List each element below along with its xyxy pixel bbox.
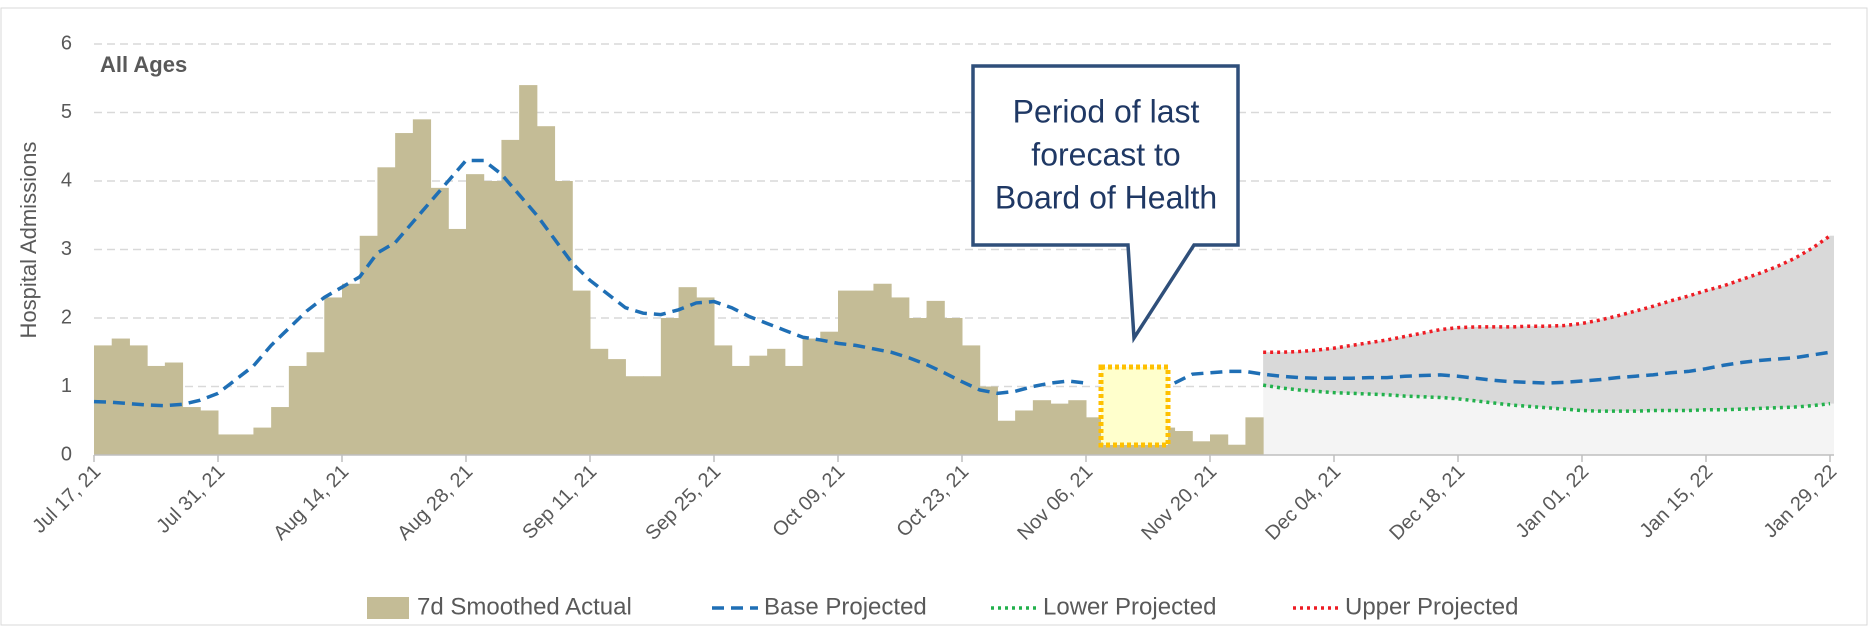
annotation-text: Period of last — [1013, 93, 1200, 129]
bar — [926, 300, 945, 455]
bar — [625, 376, 644, 455]
bar — [1050, 403, 1069, 455]
bar — [342, 283, 361, 455]
projection-band — [1263, 235, 1834, 412]
x-tick-label: Jul 17, 21 — [28, 461, 105, 538]
bar — [111, 338, 130, 455]
bar — [164, 362, 184, 455]
highlight-box — [1098, 364, 1171, 448]
x-tick-label: Oct 23, 21 — [892, 461, 973, 542]
bar — [235, 434, 254, 455]
bar — [838, 290, 857, 455]
bar — [643, 376, 662, 455]
bar — [1015, 410, 1034, 455]
bar — [802, 338, 821, 455]
y-tick-label: 0 — [61, 443, 72, 465]
bar — [1174, 431, 1193, 455]
bar — [678, 287, 697, 455]
x-tick-label: Jan 01, 22 — [1512, 461, 1594, 543]
bar — [696, 297, 715, 455]
subtitle: All Ages — [100, 52, 187, 77]
y-tick-label: 4 — [61, 169, 72, 191]
bar — [200, 410, 219, 455]
x-tick-label: Nov 06, 21 — [1013, 461, 1097, 545]
bar — [483, 181, 502, 455]
bar — [182, 407, 201, 455]
callout — [971, 64, 1240, 344]
bar — [536, 126, 556, 455]
bar — [1245, 417, 1264, 455]
bar — [1227, 444, 1246, 455]
legend-label: Base Projected — [764, 593, 927, 620]
bar — [359, 235, 378, 455]
bar — [962, 345, 981, 455]
y-tick-label: 2 — [61, 306, 72, 328]
bar — [1068, 400, 1087, 455]
bar — [855, 290, 874, 455]
legend-label: Lower Projected — [1043, 593, 1216, 620]
x-tick-label: Aug 28, 21 — [393, 461, 477, 545]
legend-label: 7d Smoothed Actual — [417, 593, 632, 620]
chart-frame — [0, 7, 1868, 626]
bar — [466, 174, 485, 455]
bar — [660, 318, 680, 455]
bar — [607, 359, 626, 455]
bar — [590, 348, 609, 455]
bar — [324, 297, 343, 455]
bar — [784, 365, 804, 455]
bar — [377, 167, 396, 456]
bar — [412, 119, 432, 455]
y-tick-label: 1 — [61, 375, 72, 397]
bar — [767, 348, 786, 455]
x-tick-label: Oct 09, 21 — [768, 461, 849, 542]
x-tick-label: Nov 20, 21 — [1137, 461, 1221, 545]
bar — [749, 355, 768, 455]
bar — [430, 187, 449, 455]
y-axis-label: Hospital Admissions — [16, 142, 41, 339]
x-tick-label: Jul 31, 21 — [152, 461, 229, 538]
legend-label: Upper Projected — [1345, 593, 1518, 620]
bar — [395, 133, 414, 456]
bar — [908, 318, 928, 455]
x-tick-label: Sep 25, 21 — [641, 461, 725, 545]
x-tick-label: Sep 11, 21 — [518, 461, 601, 544]
bar — [147, 365, 166, 455]
bar — [271, 407, 290, 455]
legend-swatch — [367, 597, 409, 619]
bar — [572, 290, 591, 455]
bar — [129, 345, 148, 455]
bar — [519, 85, 538, 455]
x-tick-label: Dec 04, 21 — [1261, 461, 1345, 545]
bar — [997, 420, 1016, 455]
bar — [253, 427, 272, 455]
bar — [873, 283, 892, 455]
bar — [944, 318, 963, 455]
y-tick-label: 6 — [61, 32, 72, 54]
x-tick-label: Jan 15, 22 — [1636, 461, 1718, 543]
y-tick-label: 5 — [61, 101, 72, 123]
bar — [1192, 441, 1211, 455]
bar — [714, 345, 733, 455]
bar — [448, 228, 467, 455]
annotation-text: Board of Health — [995, 179, 1217, 215]
bar — [218, 434, 237, 455]
bar — [554, 181, 573, 455]
bar — [731, 365, 750, 455]
y-tick-label: 3 — [61, 238, 72, 260]
x-tick-label: Jan 29, 22 — [1760, 461, 1842, 543]
bar — [306, 352, 325, 455]
bar — [288, 365, 308, 455]
bar — [820, 331, 839, 455]
bar — [979, 386, 998, 455]
bar — [891, 297, 910, 455]
annotation-text: forecast to — [1031, 136, 1180, 172]
bar — [1032, 400, 1052, 455]
bar — [1210, 434, 1229, 455]
line-dashed — [93, 158, 1831, 408]
bar — [501, 139, 520, 455]
x-tick-label: Aug 14, 21 — [269, 461, 353, 545]
x-tick-label: Dec 18, 21 — [1385, 461, 1469, 545]
